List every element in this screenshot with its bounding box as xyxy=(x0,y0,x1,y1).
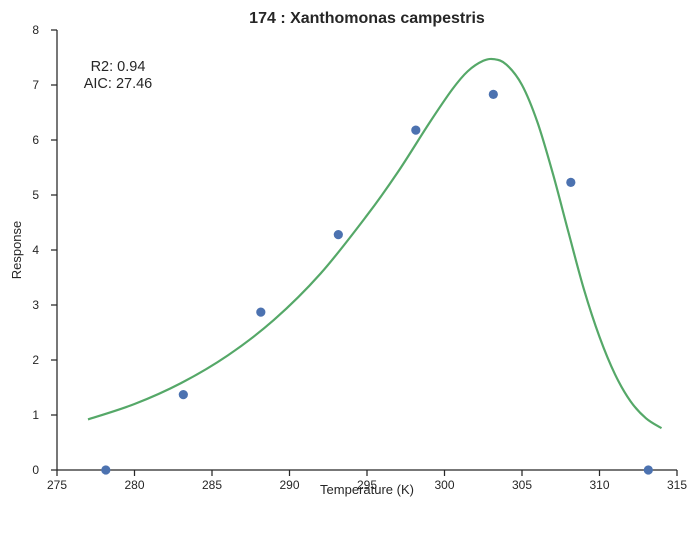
y-tick-label: 2 xyxy=(32,353,39,367)
data-point xyxy=(643,465,653,475)
r2-annotation: R2: 0.94 xyxy=(91,59,146,75)
aic-annotation: AIC: 27.46 xyxy=(84,76,153,92)
x-tick-label: 275 xyxy=(47,478,67,492)
x-axis-label: Temperature (K) xyxy=(320,482,414,497)
x-tick-label: 290 xyxy=(279,478,299,492)
fit-curve-line xyxy=(87,57,663,430)
y-tick-label: 7 xyxy=(32,78,39,92)
y-tick-label: 3 xyxy=(32,298,39,312)
x-tick-label: 315 xyxy=(667,478,687,492)
x-tick-label: 310 xyxy=(589,478,609,492)
x-tick-label: 285 xyxy=(202,478,222,492)
axes: 275 280 285 290 295 300 305 310 315 0 1 2 3 4 5 6 7 8 xyxy=(32,23,687,492)
x-tick-label: 300 xyxy=(434,478,454,492)
x-tick-label: 305 xyxy=(512,478,532,492)
y-tick-label: 6 xyxy=(32,133,39,147)
y-tick-label: 1 xyxy=(32,408,39,422)
data-point xyxy=(566,177,576,187)
fit-curve-group xyxy=(87,57,663,430)
data-point xyxy=(333,230,343,240)
data-point xyxy=(178,390,188,400)
y-tick-label: 0 xyxy=(32,463,39,477)
x-tick-label: 280 xyxy=(124,478,144,492)
data-points-group xyxy=(101,89,653,475)
data-point xyxy=(411,125,421,135)
y-axis-label: Response xyxy=(9,221,24,280)
data-point xyxy=(256,307,266,317)
data-point xyxy=(488,89,498,99)
y-tick-label: 5 xyxy=(32,188,39,202)
x-tick-label: 295 xyxy=(357,478,377,492)
y-tick-label: 4 xyxy=(32,243,39,257)
data-point xyxy=(101,465,111,475)
chart-title: 174 : Xanthomonas campestris xyxy=(249,10,485,27)
y-tick-label: 8 xyxy=(32,23,39,37)
